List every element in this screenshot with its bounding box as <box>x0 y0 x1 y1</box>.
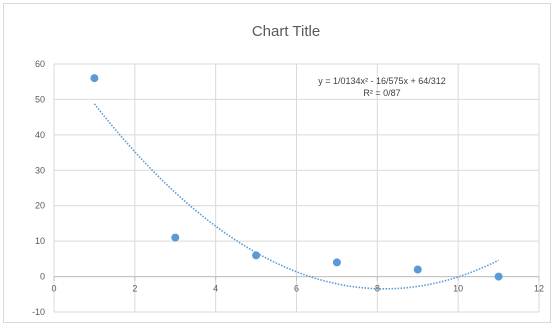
y-tick-label: 50 <box>35 94 45 104</box>
x-tick-label: 2 <box>132 284 137 294</box>
x-tick-label: 0 <box>51 284 56 294</box>
trendline-equation: y = 1/0134x² - 16/575x + 64/312 <box>318 76 446 86</box>
y-tick-label: 30 <box>35 165 45 175</box>
data-point <box>90 74 99 83</box>
trendline <box>93 103 499 290</box>
chart-frame: -10 0 10 20 30 40 50 60 0 2 4 6 8 10 12 Chart Title y … <box>3 3 551 323</box>
x-tick-label: 6 <box>294 284 299 294</box>
y-tick-label: 60 <box>35 59 45 69</box>
x-tick-label: 12 <box>534 284 544 294</box>
trendline-layer <box>93 103 499 290</box>
y-tick-label: 40 <box>35 130 45 140</box>
chart-title: Chart Title <box>252 23 320 40</box>
x-tick-label: 4 <box>213 284 218 294</box>
y-tick-label: 20 <box>35 201 45 211</box>
data-point <box>413 265 422 274</box>
data-point <box>494 272 503 281</box>
r-squared-label: R² = 0/87 <box>363 88 400 98</box>
data-points <box>90 74 503 281</box>
data-point <box>332 258 341 267</box>
x-tick-label: 10 <box>453 284 463 294</box>
y-tick-label: 0 <box>40 272 45 282</box>
gridlines <box>53 63 540 313</box>
y-tick-label: -10 <box>32 307 45 317</box>
data-point <box>252 251 261 260</box>
y-tick-label: 10 <box>35 236 45 246</box>
data-point <box>171 233 180 242</box>
